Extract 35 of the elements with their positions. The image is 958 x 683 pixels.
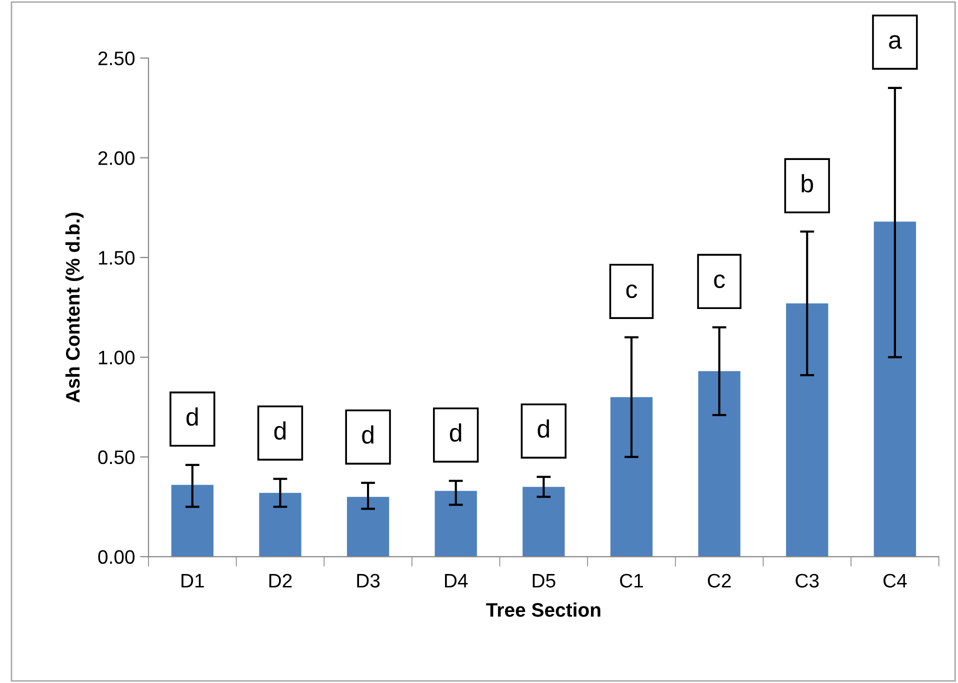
text: a bbox=[889, 35, 902, 49]
annotation: d bbox=[274, 421, 286, 440]
x-tick-label: D3 bbox=[357, 574, 380, 588]
y-tick-label: 1.00 bbox=[98, 350, 135, 364]
x-tick-label: C2 bbox=[708, 574, 731, 588]
x-tick-label: D4 bbox=[445, 574, 468, 588]
y-tick-label: 0.00 bbox=[98, 550, 135, 564]
bar bbox=[171, 484, 214, 557]
annotation: c bbox=[626, 284, 638, 298]
annotation: d bbox=[538, 419, 550, 438]
bar bbox=[522, 486, 565, 557]
y-tick-label: 2.00 bbox=[98, 151, 135, 166]
annotation: d bbox=[186, 407, 198, 426]
bar bbox=[874, 222, 916, 557]
x-tick-label: D5 bbox=[532, 574, 556, 588]
x-tick-label: C4 bbox=[883, 574, 907, 588]
bar bbox=[434, 490, 477, 557]
bar bbox=[610, 397, 653, 557]
x-tick-label: C1 bbox=[620, 574, 643, 588]
bar bbox=[346, 496, 390, 557]
bar bbox=[259, 492, 302, 557]
annotation: d bbox=[450, 423, 462, 442]
x-tick-label: C3 bbox=[796, 574, 819, 588]
y-tick-label: 2.50 bbox=[98, 52, 135, 66]
annotation: b bbox=[802, 174, 814, 192]
annotation: d bbox=[362, 425, 374, 444]
bar bbox=[786, 303, 828, 557]
x-axis-title: Tree Section bbox=[486, 602, 600, 617]
annotation: c bbox=[714, 274, 725, 288]
y-tick-label: 1.50 bbox=[98, 250, 135, 265]
y-tick-label: 0.50 bbox=[98, 450, 135, 464]
x-tick-label: D2 bbox=[269, 574, 292, 588]
bar bbox=[698, 371, 740, 557]
x-tick-label: D1 bbox=[182, 574, 204, 588]
y-axis-title: Ash Content (% d.b.) bbox=[65, 212, 84, 402]
